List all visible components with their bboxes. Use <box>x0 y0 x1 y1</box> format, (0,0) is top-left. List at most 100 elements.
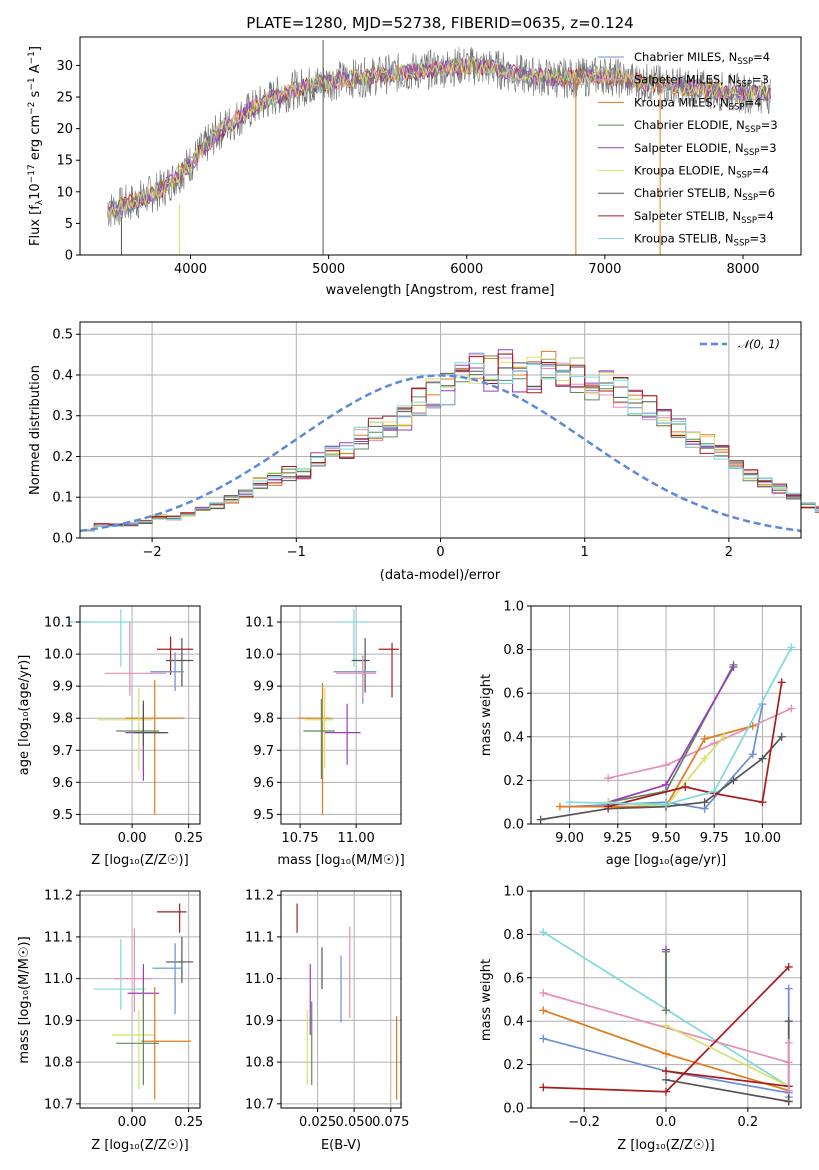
mwz-series-kroupa-elodie-line <box>665 1024 790 1088</box>
agemass-errorbar-kroupa-stelib <box>338 609 370 667</box>
residuals-grid <box>80 322 801 539</box>
massz-errorbar-kroupa-stelib <box>93 938 146 1010</box>
agez-errorbar-chabrier-stelib <box>134 700 169 746</box>
agemass-y-tick-label: 9.7 <box>253 744 274 759</box>
agez-errorbar-chabrier-elodie <box>116 705 160 770</box>
mass-vs-ebv-x-label: E(B-V) <box>321 1138 361 1153</box>
spectrum-panel: PLATE=1280, MJD=52738, FIBERID=0635, z=0… <box>27 14 802 298</box>
res-x-tick-label: −1 <box>287 545 306 560</box>
mwage-y-tick-label: 0.6 <box>503 687 524 702</box>
res-y-tick-label: 0.2 <box>52 450 73 465</box>
agez-errorbar-salpeter-stelib <box>156 636 194 675</box>
mwz-y-tick-label: 0.6 <box>503 971 524 986</box>
agez-y-tick-label: 9.6 <box>52 776 73 791</box>
agemass-errorbar-salpeter-miles <box>335 657 377 699</box>
spectrum-x-label: wavelength [Angstrom, rest frame] <box>326 283 555 298</box>
mwage-series-kroupa-stelib <box>565 643 796 809</box>
mwz-series-salpeter-stelib-line <box>665 1070 789 1088</box>
agemass-y-tick-label: 9.6 <box>253 776 274 791</box>
age-vs-mass-errorbars <box>297 609 399 815</box>
agez-errorbar-salpeter-miles <box>104 622 167 696</box>
spectrum-legend: Chabrier MILES, NSSP=4 Salpeter MILES, NS… <box>598 50 778 249</box>
spectrum-traces <box>107 40 772 255</box>
mass-vs-ebv-y-ticks: 10.7 10.8 10.9 11.0 11.1 11.2 <box>245 889 281 1112</box>
massz-errorbar-chabrier-miles <box>152 943 182 1015</box>
mwage-series-chabrier-stelib <box>536 732 786 824</box>
agemass-x-tick-label: 10.75 <box>281 831 318 846</box>
agez-y-tick-label: 9.9 <box>52 680 73 695</box>
massebv-y-tick-label: 10.9 <box>245 1014 274 1029</box>
mwage-series-salpeter-miles-line <box>607 707 792 780</box>
mass-weight-vs-metallicity-x-label: Z [log₁₀(Z/Z☉)] <box>617 1138 714 1153</box>
age-vs-mass-frame <box>280 605 402 825</box>
spec-y-tick-label: 25 <box>56 91 73 106</box>
legend-label-chabrier-stelib: Chabrier STELIB, NSSP=6 <box>634 186 775 203</box>
spec-y-tick-label: 0 <box>65 249 73 264</box>
agez-y-tick-label: 9.7 <box>52 744 73 759</box>
massebv-x-tick-label: 0.075 <box>372 1115 409 1130</box>
mwz-x-tick-label: 0.2 <box>737 1115 758 1130</box>
agez-y-tick-label: 9.8 <box>52 712 73 727</box>
mass-vs-metallicity-errorbars <box>93 903 194 1100</box>
spec-y-tick-label: 5 <box>65 217 73 232</box>
res-y-tick-label: 0.1 <box>52 491 73 506</box>
mass-vs-ebv-x-ticks: 0.025 0.050 0.075 <box>299 1108 409 1130</box>
legend-label-chabrier-miles: Chabrier MILES, NSSP=4 <box>634 50 770 67</box>
massz-errorbar-chabrier-elodie <box>116 984 160 1086</box>
residuals-x-ticks: −2 −1 0 1 2 <box>143 538 733 560</box>
agez-y-tick-label: 10.1 <box>44 616 73 631</box>
agez-errorbar-chabrier-miles <box>150 652 185 691</box>
massebv-x-tick-label: 0.025 <box>299 1115 336 1130</box>
residual-histogram-chabrier-miles <box>80 352 819 532</box>
res-y-tick-label: 0.4 <box>52 368 73 383</box>
massz-errorbar-kroupa-elodie <box>111 1009 155 1090</box>
residuals-histograms <box>79 349 819 533</box>
mass-vs-ebv-frame <box>280 890 402 1109</box>
spec-y-tick-label: 30 <box>56 59 73 74</box>
mwage-x-tick-label: 9.25 <box>603 831 632 846</box>
age-vs-metallicity-panel: 0.00 0.25 9.5 9.6 9.7 9.8 9.9 10.0 10.1 Z [log₁… <box>17 605 203 868</box>
res-y-tick-label: 0.3 <box>52 409 73 424</box>
spectrum-title: PLATE=1280, MJD=52738, FIBERID=0635, z=0… <box>246 14 633 32</box>
agez-errorbar-salpeter-elodie <box>125 703 167 781</box>
residuals-y-ticks: 0.0 0.1 0.2 0.3 0.4 0.5 <box>52 328 80 547</box>
massz-errorbar-salpeter-miles <box>113 928 153 1013</box>
age-vs-metallicity-errorbars <box>68 609 194 815</box>
mwz-vertical-chabrier-elodie <box>662 947 670 1015</box>
agemass-y-tick-label: 9.5 <box>253 808 274 823</box>
agemass-y-tick-label: 9.9 <box>253 680 274 695</box>
res-x-tick-label: 0 <box>436 545 444 560</box>
spec-y-tick-label: 20 <box>56 122 73 137</box>
mass-weight-vs-metallicity-y-label: mass weight <box>479 959 494 1041</box>
mass-weight-vs-age-panel: 9.00 9.25 9.50 9.75 10.00 0.0 0.2 0.4 0.6 0.8 1.0… <box>479 600 802 868</box>
massebv-y-tick-label: 10.8 <box>245 1056 274 1071</box>
spec-y-tick-label: 10 <box>56 185 73 200</box>
mwage-series-kroupa-miles-line <box>559 725 754 808</box>
mass-weight-vs-metallicity-lines <box>539 928 793 1106</box>
res-x-tick-label: 2 <box>725 545 733 560</box>
residual-histogram-kroupa-miles <box>80 350 819 531</box>
mass-vs-ebv-panel: 0.025 0.050 0.075 10.7 10.8 10.9 11.0 11.1 11.2… <box>245 889 409 1153</box>
massz-errorbar-salpeter-stelib <box>156 903 187 933</box>
mwz-y-tick-label: 0.4 <box>503 1015 524 1030</box>
spec-x-tick-label: 8000 <box>726 262 759 277</box>
massebv-y-tick-label: 11.2 <box>245 889 274 904</box>
massz-y-tick-label: 11.1 <box>44 930 73 945</box>
agez-y-tick-label: 10.0 <box>44 648 73 663</box>
age-vs-mass-x-ticks: 10.75 11.00 <box>281 824 375 846</box>
agemass-errorbar-chabrier-stelib <box>351 638 370 693</box>
mass-weight-vs-age-x-label: age [log₁₀(age/yr)] <box>606 853 727 868</box>
gaussian-curve <box>79 374 802 533</box>
spec-x-tick-label: 6000 <box>450 262 483 277</box>
spectrum-frame <box>79 36 802 256</box>
residuals-panel: −2 −1 0 1 2 0.0 0.1 0.2 0.3 0.4 0.5 (data-model)/… <box>28 321 819 583</box>
agez-errorbar-kroupa-elodie <box>98 687 153 772</box>
res-y-tick-label: 0.5 <box>52 328 73 343</box>
age-vs-mass-panel: 10.75 11.00 9.5 9.6 9.7 9.8 9.9 10.0 10.1 mass … <box>245 605 405 868</box>
agez-errorbar-kroupa-stelib <box>68 609 135 667</box>
mass-weight-vs-age-y-label: mass weight <box>479 674 494 756</box>
agez-errorbar-chabrier-stelib <box>166 638 194 687</box>
mass-vs-ebv-errorbars <box>296 903 398 1100</box>
mwz-y-tick-label: 1.0 <box>503 885 524 900</box>
spectrum-y-label: Flux [fλ10−17 erg cm−2 s−1 A−1] <box>27 46 45 246</box>
